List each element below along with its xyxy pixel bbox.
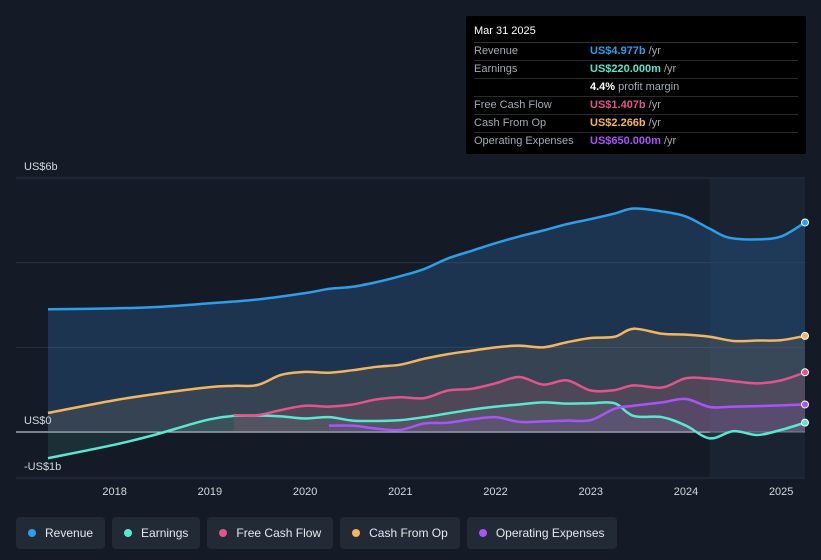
legend-item-earnings[interactable]: Earnings bbox=[112, 517, 201, 549]
tooltip-row-revenue: Revenue US$4.977b /yr bbox=[474, 43, 798, 61]
revenue-end-marker bbox=[801, 218, 809, 227]
legend-label: Earnings bbox=[141, 526, 189, 540]
tooltip-value: 4.4% bbox=[590, 81, 616, 93]
x-tick-label: 2020 bbox=[293, 486, 317, 498]
series-end-markers bbox=[801, 218, 809, 427]
tooltip-value: US$1.407b bbox=[590, 99, 646, 111]
chart-area: US$6b US$0 -US$1b 2018 2019 2020 2021 2022 20… bbox=[16, 161, 809, 498]
legend-dot-icon bbox=[352, 529, 361, 537]
series-lines bbox=[47, 207, 806, 460]
legend: Revenue Earnings Free Cash Flow Cash Fro… bbox=[16, 517, 617, 549]
tooltip-value: US$650.000m bbox=[590, 135, 661, 147]
x-tick-label: 2025 bbox=[769, 486, 793, 498]
y-zero-label: US$0 bbox=[24, 415, 52, 427]
x-tick-label: 2024 bbox=[674, 486, 698, 498]
x-tick-label: 2021 bbox=[388, 486, 412, 498]
tooltip-label: Revenue bbox=[474, 45, 519, 57]
tooltip-label: Cash From Op bbox=[474, 117, 547, 129]
legend-label: Free Cash Flow bbox=[236, 526, 322, 540]
legend-item-cash-from-op[interactable]: Cash From Op bbox=[340, 517, 460, 549]
legend-label: Cash From Op bbox=[369, 526, 448, 540]
legend-dot-icon bbox=[28, 529, 36, 537]
x-tick-label: 2022 bbox=[483, 486, 507, 498]
tooltip-value: US$4.977b bbox=[590, 45, 646, 57]
revenue-area bbox=[48, 208, 805, 432]
x-axis-ticks: 2018 2019 2020 2021 2022 2023 2024 2025 bbox=[102, 486, 793, 498]
cash-from-op-end-marker bbox=[801, 331, 809, 340]
tooltip-row-opex: Operating Expenses US$650.000m /yr bbox=[474, 133, 798, 150]
legend-label: Revenue bbox=[45, 526, 94, 540]
revenue-line bbox=[47, 207, 806, 311]
tooltip-label: Free Cash Flow bbox=[474, 99, 552, 111]
tooltip-row-earnings: Earnings US$220.000m /yr bbox=[474, 61, 798, 79]
tooltip-unit: /yr bbox=[663, 135, 677, 147]
legend-item-operating-expenses[interactable]: Operating Expenses bbox=[466, 517, 617, 549]
operating-expenses-end-marker bbox=[801, 400, 809, 409]
x-tick-label: 2023 bbox=[579, 486, 603, 498]
free-cash-flow-end-marker bbox=[801, 368, 809, 377]
tooltip-label: Operating Expenses bbox=[474, 135, 574, 147]
tooltip-label bbox=[474, 79, 590, 96]
legend-dot-icon bbox=[219, 529, 228, 537]
tooltip-date: Mar 31 2025 bbox=[474, 24, 798, 43]
tooltip-unit: /yr bbox=[648, 117, 661, 129]
legend-item-revenue[interactable]: Revenue bbox=[16, 517, 106, 549]
tooltip-unit: /yr bbox=[663, 63, 677, 75]
legend-dot-icon bbox=[124, 529, 133, 537]
tooltip-value: US$220.000m bbox=[590, 63, 661, 75]
x-tick-label: 2019 bbox=[198, 486, 222, 498]
y-top-label: US$6b bbox=[24, 161, 58, 173]
tooltip-row-margin: 4.4% profit margin bbox=[474, 79, 798, 97]
x-tick-label: 2018 bbox=[102, 486, 126, 498]
earnings-end-marker bbox=[801, 418, 809, 427]
tooltip-row-fcf: Free Cash Flow US$1.407b /yr bbox=[474, 97, 798, 115]
tooltip-panel: Mar 31 2025 Revenue US$4.977b /yr Earnin… bbox=[466, 16, 806, 154]
tooltip-unit: profit margin bbox=[618, 81, 680, 93]
earnings-line bbox=[47, 401, 806, 460]
tooltip-unit: /yr bbox=[648, 45, 661, 57]
tooltip-label: Earnings bbox=[474, 63, 518, 75]
tooltip-unit: /yr bbox=[648, 99, 661, 111]
legend-label: Operating Expenses bbox=[495, 526, 605, 540]
cash-from-op-line bbox=[47, 327, 806, 415]
free-cash-flow-line bbox=[233, 371, 806, 417]
tooltip-row-cfo: Cash From Op US$2.266b /yr bbox=[474, 115, 798, 133]
gridlines bbox=[16, 177, 805, 479]
series-areas bbox=[48, 208, 805, 459]
legend-item-free-cash-flow[interactable]: Free Cash Flow bbox=[207, 517, 334, 549]
legend-dot-icon bbox=[478, 529, 487, 537]
operating-expenses-line bbox=[328, 397, 806, 432]
cash-from-op-area bbox=[48, 328, 805, 432]
y-bottom-label: -US$1b bbox=[24, 461, 61, 473]
tooltip-value: US$2.266b bbox=[590, 117, 646, 129]
